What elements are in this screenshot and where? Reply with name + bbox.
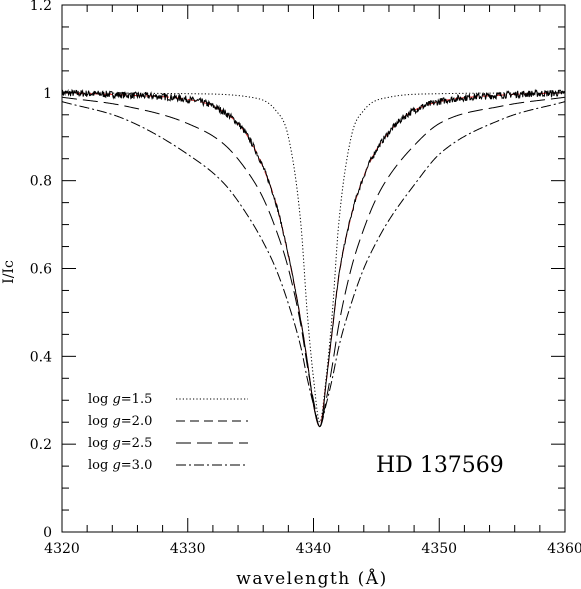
curve-log-g-2-5 <box>61 96 566 428</box>
y-tick-label: 0.8 <box>30 174 52 190</box>
x-tick-label: 4330 <box>170 541 206 557</box>
y-tick-label: 0.2 <box>30 437 52 453</box>
curve-log-g-1-5 <box>61 92 566 423</box>
legend-label: log g=2.0 <box>88 414 152 429</box>
curve-log-g-3-0 <box>61 101 566 428</box>
y-tick-label: 0 <box>43 525 52 541</box>
legend-label: log g=3.0 <box>88 458 152 473</box>
star-label: HD 137569 <box>376 453 504 478</box>
plot-axes: 4320 4330 4340 4350 4360 0 0.2 0.4 0.6 0.8 1 1.2 <box>30 0 581 557</box>
y-tick-label: 1 <box>43 86 52 102</box>
y-tick-label: 1.2 <box>30 0 52 14</box>
legend: log g=1.5 log g=2.0 log g=2.5 log g=3.0 <box>88 392 248 473</box>
y-tick-label: 0.4 <box>30 349 52 365</box>
x-axis-label: wavelength (Å) <box>236 568 387 589</box>
x-tick-label: 4340 <box>296 541 332 557</box>
x-tick-label: 4320 <box>44 541 80 557</box>
curve-log-g-2-0 <box>61 92 566 428</box>
legend-label: log g=2.5 <box>88 436 152 451</box>
y-axis-label: I/Ic <box>1 260 17 284</box>
x-tick-label: 4360 <box>547 541 581 557</box>
plot-curves <box>61 88 566 428</box>
observed-spectrum <box>61 88 566 428</box>
legend-label: log g=1.5 <box>88 392 152 407</box>
x-tick-label: 4350 <box>421 541 457 557</box>
y-tick-label: 0.6 <box>30 262 52 278</box>
